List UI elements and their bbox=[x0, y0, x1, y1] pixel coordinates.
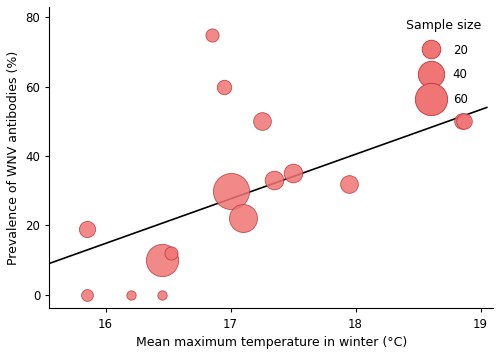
Point bbox=[270, 177, 278, 183]
Point bbox=[83, 292, 91, 298]
Point bbox=[289, 171, 297, 176]
Point bbox=[166, 250, 174, 256]
Legend: 20, 40, 60: 20, 40, 60 bbox=[400, 13, 487, 112]
Point bbox=[208, 32, 216, 37]
Point bbox=[83, 226, 91, 232]
Point bbox=[158, 257, 166, 263]
Point bbox=[258, 119, 266, 124]
Point bbox=[460, 119, 468, 124]
Point bbox=[158, 292, 166, 298]
X-axis label: Mean maximum temperature in winter (°C): Mean maximum temperature in winter (°C) bbox=[136, 336, 407, 349]
Point bbox=[346, 181, 354, 187]
Point bbox=[458, 119, 466, 124]
Point bbox=[239, 215, 247, 221]
Point bbox=[226, 188, 234, 193]
Point bbox=[220, 84, 228, 89]
Y-axis label: Prevalence of WNV antibodies (%): Prevalence of WNV antibodies (%) bbox=[7, 51, 20, 265]
Point bbox=[126, 292, 134, 298]
